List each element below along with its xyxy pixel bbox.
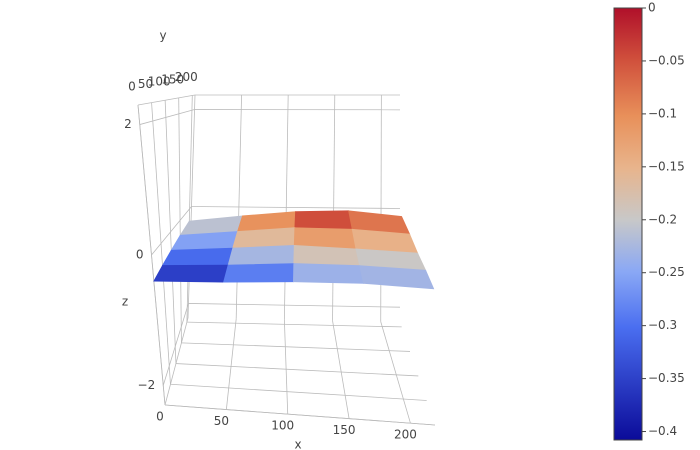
grid-line: [186, 321, 402, 328]
surface-cell: [223, 263, 295, 283]
colorbar-tick-label: −0.2: [648, 212, 677, 226]
surface-cell: [293, 263, 364, 284]
colorbar-tick-label: −0.25: [648, 265, 685, 279]
x-tick-label: 150: [333, 423, 356, 437]
y-tick-label: 150: [161, 72, 184, 86]
colorbar: [613, 7, 643, 441]
colorbar-tick-label: −0.1: [648, 106, 677, 120]
x-tick-label: 50: [214, 414, 229, 428]
grid-line: [188, 303, 401, 308]
colorbar-tick-label: −0.05: [648, 53, 685, 67]
colorbar-tick-label: −0.15: [648, 159, 685, 173]
surface-cell: [227, 244, 295, 266]
surface-cell: [294, 210, 353, 230]
y-tick-label: 200: [175, 70, 198, 84]
axis-edge: [137, 104, 166, 406]
grid-line: [151, 206, 192, 256]
colorbar-tick-label: −0.35: [648, 371, 685, 385]
grid-line: [380, 321, 411, 424]
z-tick-label: 2: [124, 117, 132, 131]
grid-line: [164, 317, 189, 406]
grid-line: [332, 320, 350, 419]
colorbar-tick-label: −0.4: [648, 424, 677, 438]
grid-line: [225, 318, 237, 410]
axis-edge: [137, 94, 196, 106]
z-tick-label: 0: [136, 248, 144, 262]
surface-cell: [293, 244, 361, 267]
grid-line: [181, 342, 411, 352]
z-axis-title: z: [122, 295, 128, 309]
grid-line: [170, 383, 427, 401]
y-axis-title: y: [159, 29, 166, 43]
colorbar-tick-label: 0: [648, 1, 656, 15]
grid-line: [139, 109, 195, 125]
z-tick-label: −2: [138, 378, 156, 392]
grid-line: [162, 303, 189, 386]
y-tick-label: 0: [128, 80, 136, 94]
colorbar-tick-label: −0.3: [648, 318, 677, 332]
axis-edge: [164, 404, 436, 426]
x-tick-label: 0: [156, 410, 164, 424]
surface-cell: [153, 264, 229, 283]
grid-line: [191, 206, 401, 209]
x-tick-label: 100: [271, 419, 294, 433]
grid-line: [175, 363, 419, 377]
x-axis-title: x: [294, 438, 301, 450]
y-tick-label: 100: [148, 75, 171, 89]
surface-cell: [359, 265, 435, 290]
y-tick-label: 50: [138, 77, 153, 91]
surface-cell: [161, 247, 234, 266]
grid-line: [283, 319, 289, 415]
x-tick-label: 200: [394, 428, 417, 442]
